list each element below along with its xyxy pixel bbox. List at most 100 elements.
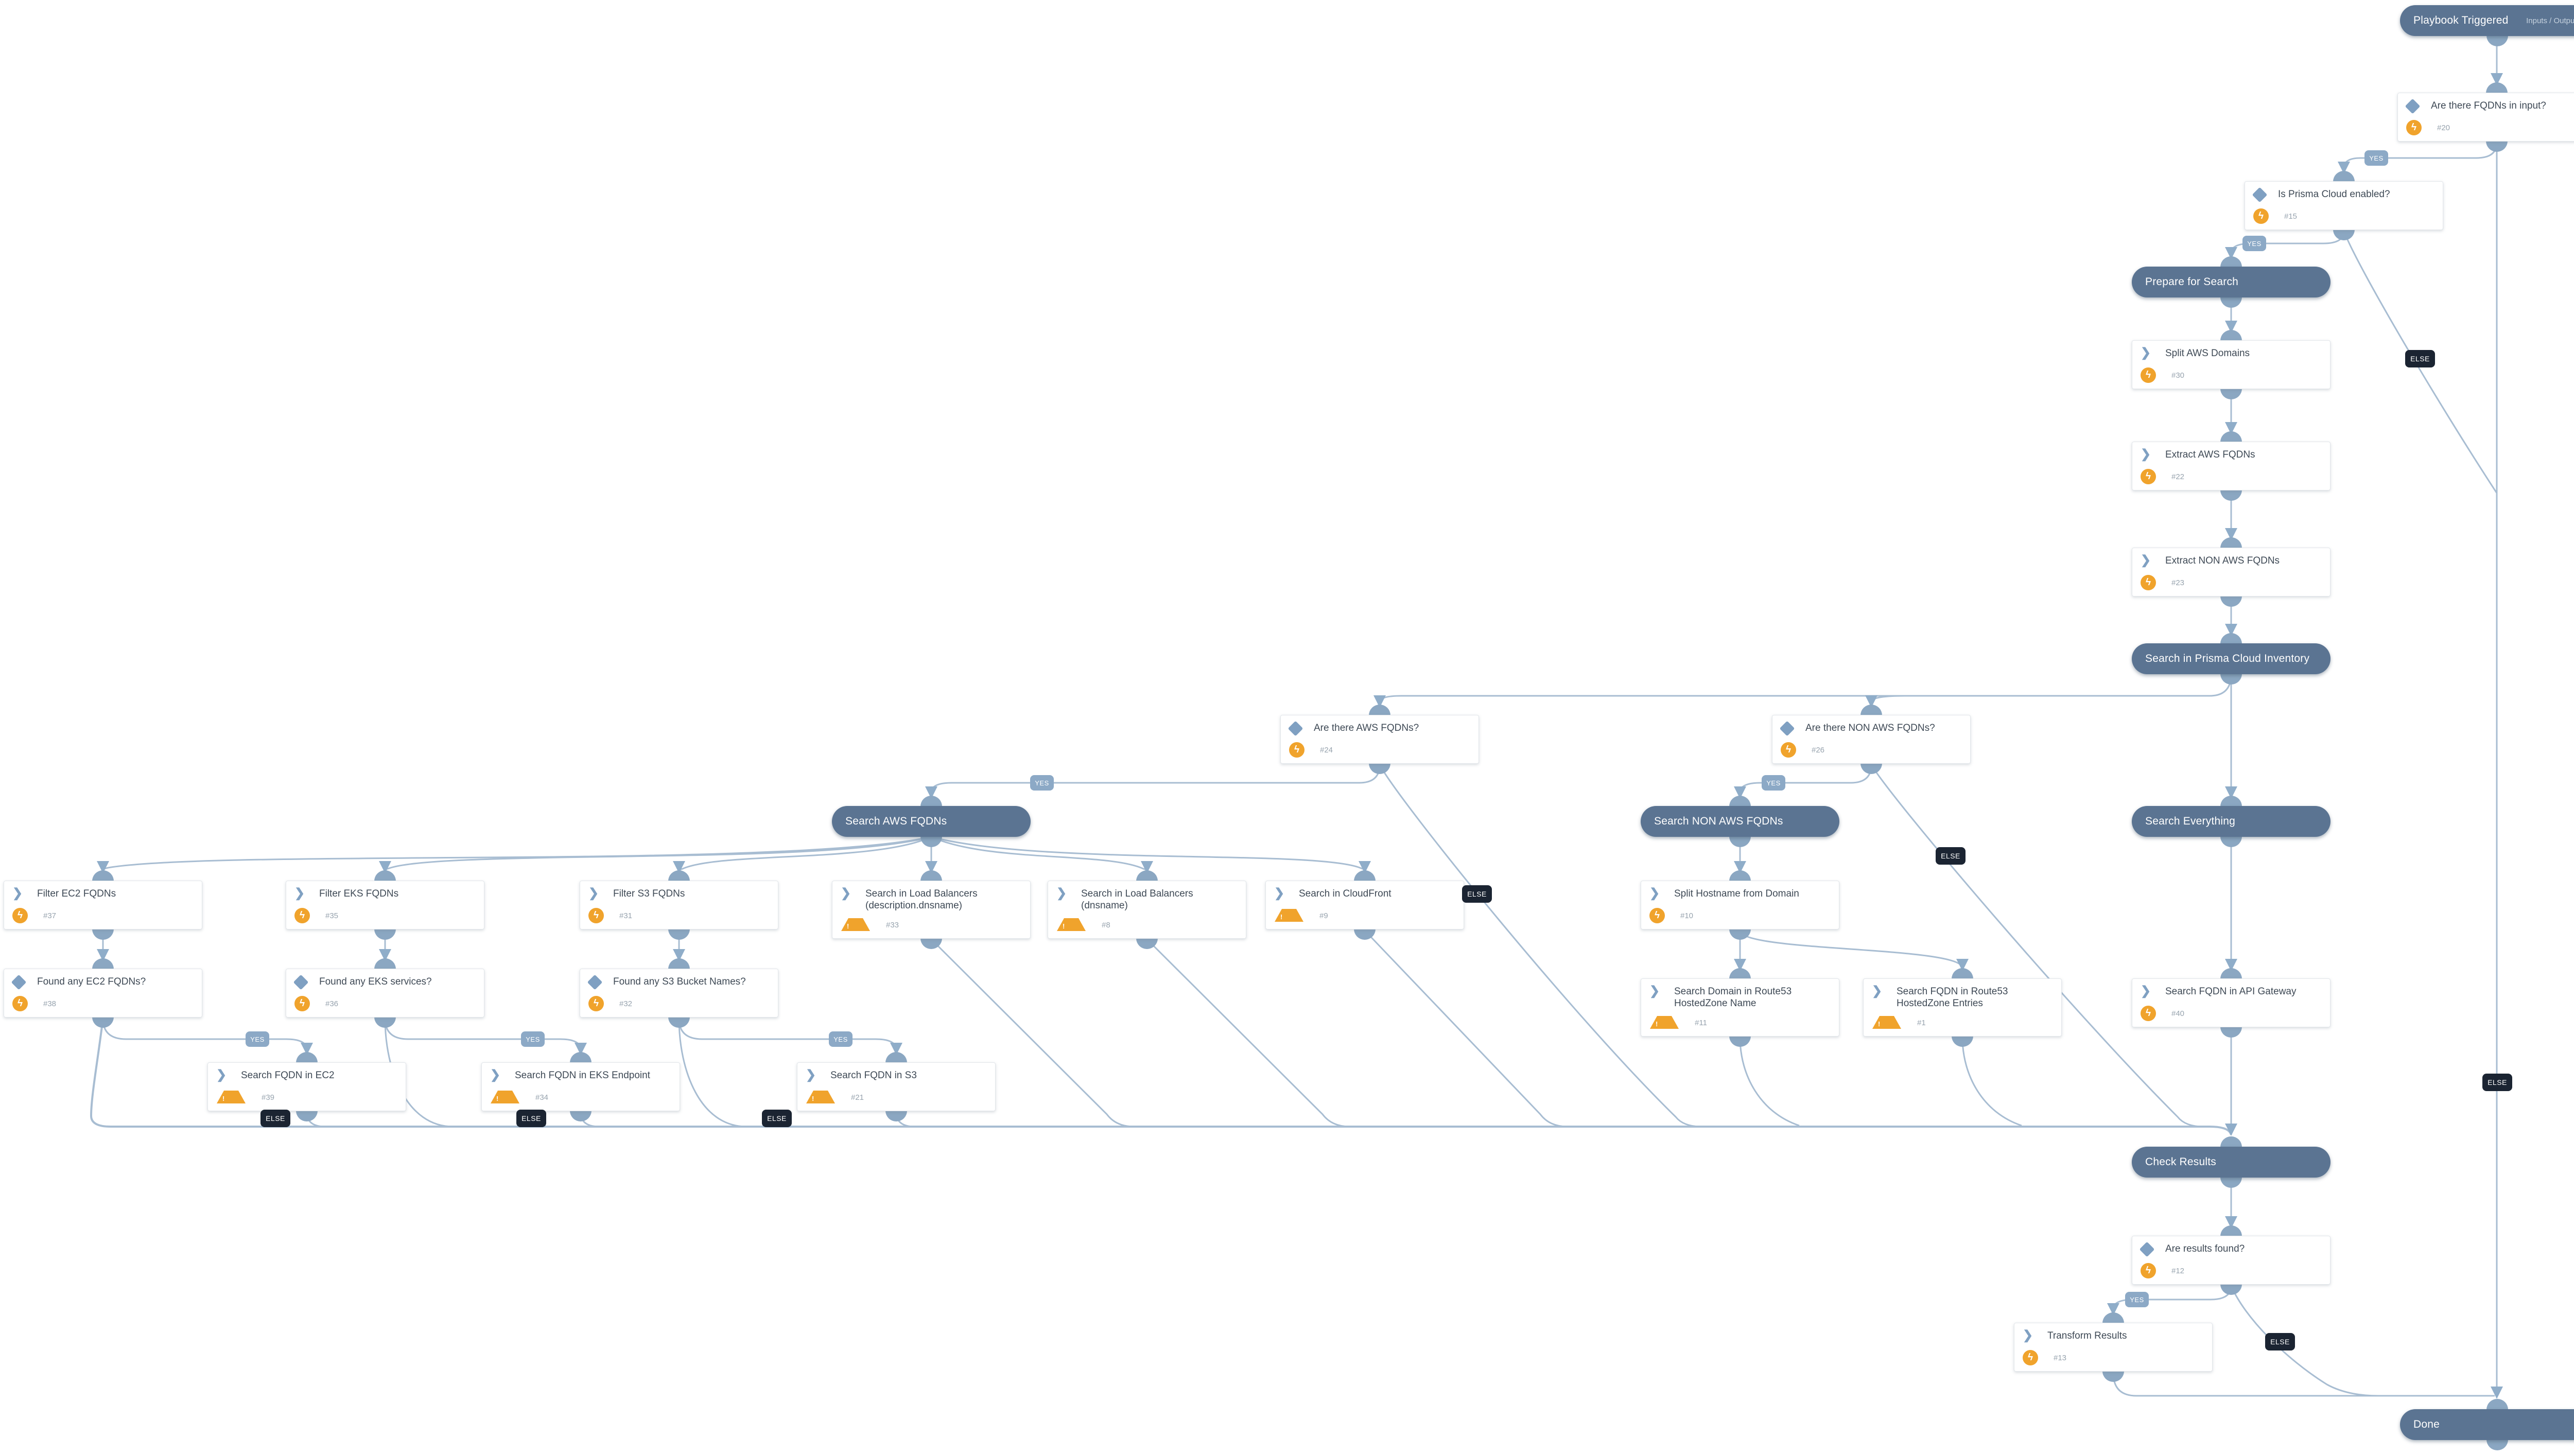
branch-label-else: ELSE <box>516 1110 546 1127</box>
task-search-in-load-balancers-description-dnsname[interactable]: ❯ Search in Load Balancers (description.d… <box>832 870 1031 949</box>
branch-label-yes: YES <box>1030 775 1054 791</box>
task-title: Filter EKS FQDNs <box>319 888 399 899</box>
warning-icon: ! <box>1872 1016 1901 1029</box>
task-search-in-cloudfront[interactable]: ❯ Search in CloudFront ! #9 <box>1265 870 1464 940</box>
task-search-in-load-balancers-dnsname[interactable]: ❯ Search in Load Balancers (dnsname) ! #8 <box>1048 870 1246 949</box>
task-number: #23 <box>2171 578 2185 587</box>
condition-are-there-non-aws-fqdns[interactable]: Are there NON AWS FQDNs? ϟ #26 <box>1772 705 1971 774</box>
task-title: Search in CloudFront <box>1299 888 1392 899</box>
task-split-aws-domains[interactable]: ❯ Split AWS Domains ϟ #30 <box>2132 330 2330 399</box>
condition-found-any-eks-services[interactable]: Found any EKS services? ϟ #36 <box>286 958 484 1028</box>
lightning-icon: ϟ <box>294 996 310 1011</box>
playbook-title: Playbook Triggered <box>2413 14 2509 26</box>
section-header-search-in-prisma-cloud-inventory[interactable]: Search in Prisma Cloud Inventory <box>2132 633 2330 685</box>
task-filter-ec2-fqdns[interactable]: ❯ Filter EC2 FQDNs ϟ #37 <box>4 870 202 940</box>
task-number: #22 <box>2171 472 2185 481</box>
branch-label-else: ELSE <box>2482 1074 2512 1091</box>
branch-label-yes: YES <box>2364 150 2388 166</box>
task-extract-aws-fqdns[interactable]: ❯ Extract AWS FQDNs ϟ #22 <box>2132 431 2330 501</box>
lightning-icon: ϟ <box>1289 742 1305 758</box>
task-search-fqdn-in-ec2[interactable]: ❯ Search FQDN in EC2 ! #39 <box>207 1052 406 1121</box>
task-title: Are results found? <box>2165 1243 2245 1254</box>
condition-are-results-found[interactable]: Are results found? ϟ #12 <box>2132 1225 2330 1295</box>
branch-label-yes: YES <box>246 1031 269 1047</box>
task-title: Search FQDN in S3 <box>830 1070 917 1081</box>
task-title: Are there AWS FQDNs? <box>1314 723 1419 733</box>
lightning-icon: ϟ <box>1649 908 1665 923</box>
task-filter-eks-fqdns[interactable]: ❯ Filter EKS FQDNs ϟ #35 <box>286 870 484 940</box>
section-header-prepare-for-search[interactable]: Prepare for Search <box>2132 256 2330 308</box>
task-title: Search Domain in Route53 HostedZone Name <box>1674 986 1792 1009</box>
branch-label-else: ELSE <box>1462 885 1492 903</box>
section-header-check-results[interactable]: Check Results <box>2132 1136 2330 1188</box>
task-number: #8 <box>1102 920 1110 929</box>
condition-are-there-fqdns-in-input[interactable]: Are there FQDNs in input? ϟ #20 <box>2397 82 2574 152</box>
automation-icon: ❯ <box>2141 553 2151 567</box>
section-title: Prepare for Search <box>2145 276 2239 288</box>
task-title: Found any S3 Bucket Names? <box>613 976 746 987</box>
lightning-icon: ϟ <box>12 996 28 1011</box>
condition-found-any-ec2-fqdns[interactable]: Found any EC2 FQDNs? ϟ #38 <box>4 958 202 1028</box>
condition-found-any-s3-bucket-names[interactable]: Found any S3 Bucket Names? ϟ #32 <box>580 958 778 1028</box>
task-number: #24 <box>1320 745 1333 755</box>
branch-label-else: ELSE <box>260 1110 290 1127</box>
task-search-fqdn-in-route53-hostedzone-entries[interactable]: ❯ Search FQDN in Route53 HostedZone Entri… <box>1863 968 2062 1047</box>
warning-icon: ! <box>217 1091 246 1103</box>
condition-icon <box>2252 187 2268 203</box>
branch-label-yes: YES <box>829 1031 853 1047</box>
condition-icon <box>293 974 309 990</box>
task-transform-results[interactable]: ❯ Transform Results ϟ #13 <box>2014 1312 2213 1382</box>
section-title: Done <box>2413 1418 2440 1430</box>
task-title: Search in Load Balancers (description.dn… <box>865 888 978 911</box>
start-node-playbook-triggered[interactable]: Playbook Triggered Inputs / Outputs <box>2400 5 2574 46</box>
task-number: #21 <box>851 1093 864 1102</box>
branch-label-else: ELSE <box>2265 1333 2295 1350</box>
condition-icon <box>1288 721 1303 736</box>
task-title: Filter EC2 FQDNs <box>37 888 116 899</box>
branch-label-else: ELSE <box>2405 350 2435 367</box>
task-number: #30 <box>2171 371 2185 380</box>
inputs-outputs-link[interactable]: Inputs / Outputs <box>2526 16 2574 25</box>
lightning-icon: ϟ <box>2253 208 2269 224</box>
section-header-search-everything[interactable]: Search Everything <box>2132 796 2330 847</box>
task-number: #1 <box>1917 1018 1926 1027</box>
task-number: #10 <box>1680 911 1694 920</box>
task-number: #37 <box>43 911 57 920</box>
condition-are-there-aws-fqdns[interactable]: Are there AWS FQDNs? ϟ #24 <box>1280 705 1479 774</box>
automation-icon: ❯ <box>1056 886 1067 900</box>
task-title: Split Hostname from Domain <box>1674 888 1799 899</box>
task-search-fqdn-in-s3[interactable]: ❯ Search FQDN in S3 ! #21 <box>797 1052 996 1121</box>
task-split-hostname-from-domain[interactable]: ❯ Split Hostname from Domain ϟ #10 <box>1641 870 1839 940</box>
task-title: Search FQDN in API Gateway <box>2165 986 2297 997</box>
lightning-icon: ϟ <box>2141 1006 2156 1021</box>
task-title: Search FQDN in EKS Endpoint <box>515 1070 650 1081</box>
task-search-domain-in-route53-hostedzone-name[interactable]: ❯ Search Domain in Route53 HostedZone Nam… <box>1641 968 1839 1047</box>
automation-icon: ❯ <box>2141 346 2151 360</box>
branch-label-else: ELSE <box>1936 847 1966 865</box>
task-title: Search in Load Balancers (dnsname) <box>1081 888 1193 911</box>
task-search-fqdn-in-api-gateway[interactable]: ❯ Search FQDN in API Gateway ϟ #40 <box>2132 968 2330 1038</box>
section-header-search-aws-fqdns[interactable]: Search AWS FQDNs <box>832 796 1031 847</box>
task-extract-non-aws-fqdns[interactable]: ❯ Extract NON AWS FQDNs ϟ #23 <box>2132 537 2330 607</box>
branch-label-yes: YES <box>2242 236 2266 251</box>
condition-is-prisma-cloud-enabled[interactable]: Is Prisma Cloud enabled? ϟ #15 <box>2245 171 2443 240</box>
task-title: Search FQDN in Route53 HostedZone Entrie… <box>1897 986 2008 1009</box>
warning-icon: ! <box>841 918 870 931</box>
task-number: #34 <box>535 1093 549 1102</box>
lightning-icon: ϟ <box>294 908 310 923</box>
task-filter-s3-fqdns[interactable]: ❯ Filter S3 FQDNs ϟ #31 <box>580 870 778 940</box>
condition-icon <box>1779 721 1795 736</box>
end-node-done[interactable]: Done <box>2400 1399 2574 1450</box>
warning-icon: ! <box>806 1091 835 1103</box>
task-search-fqdn-in-eks-endpoint[interactable]: ❯ Search FQDN in EKS Endpoint ! #34 <box>481 1052 680 1121</box>
automation-icon: ❯ <box>841 886 851 900</box>
warning-icon: ! <box>491 1091 519 1103</box>
branch-label-yes: YES <box>1762 775 1785 791</box>
section-header-search-non-aws-fqdns[interactable]: Search NON AWS FQDNs <box>1641 796 1839 847</box>
lightning-icon: ϟ <box>2141 575 2156 590</box>
task-number: #40 <box>2171 1009 2185 1018</box>
section-title: Search Everything <box>2145 815 2235 827</box>
lightning-icon: ϟ <box>1781 742 1796 758</box>
automation-icon: ❯ <box>490 1068 501 1082</box>
